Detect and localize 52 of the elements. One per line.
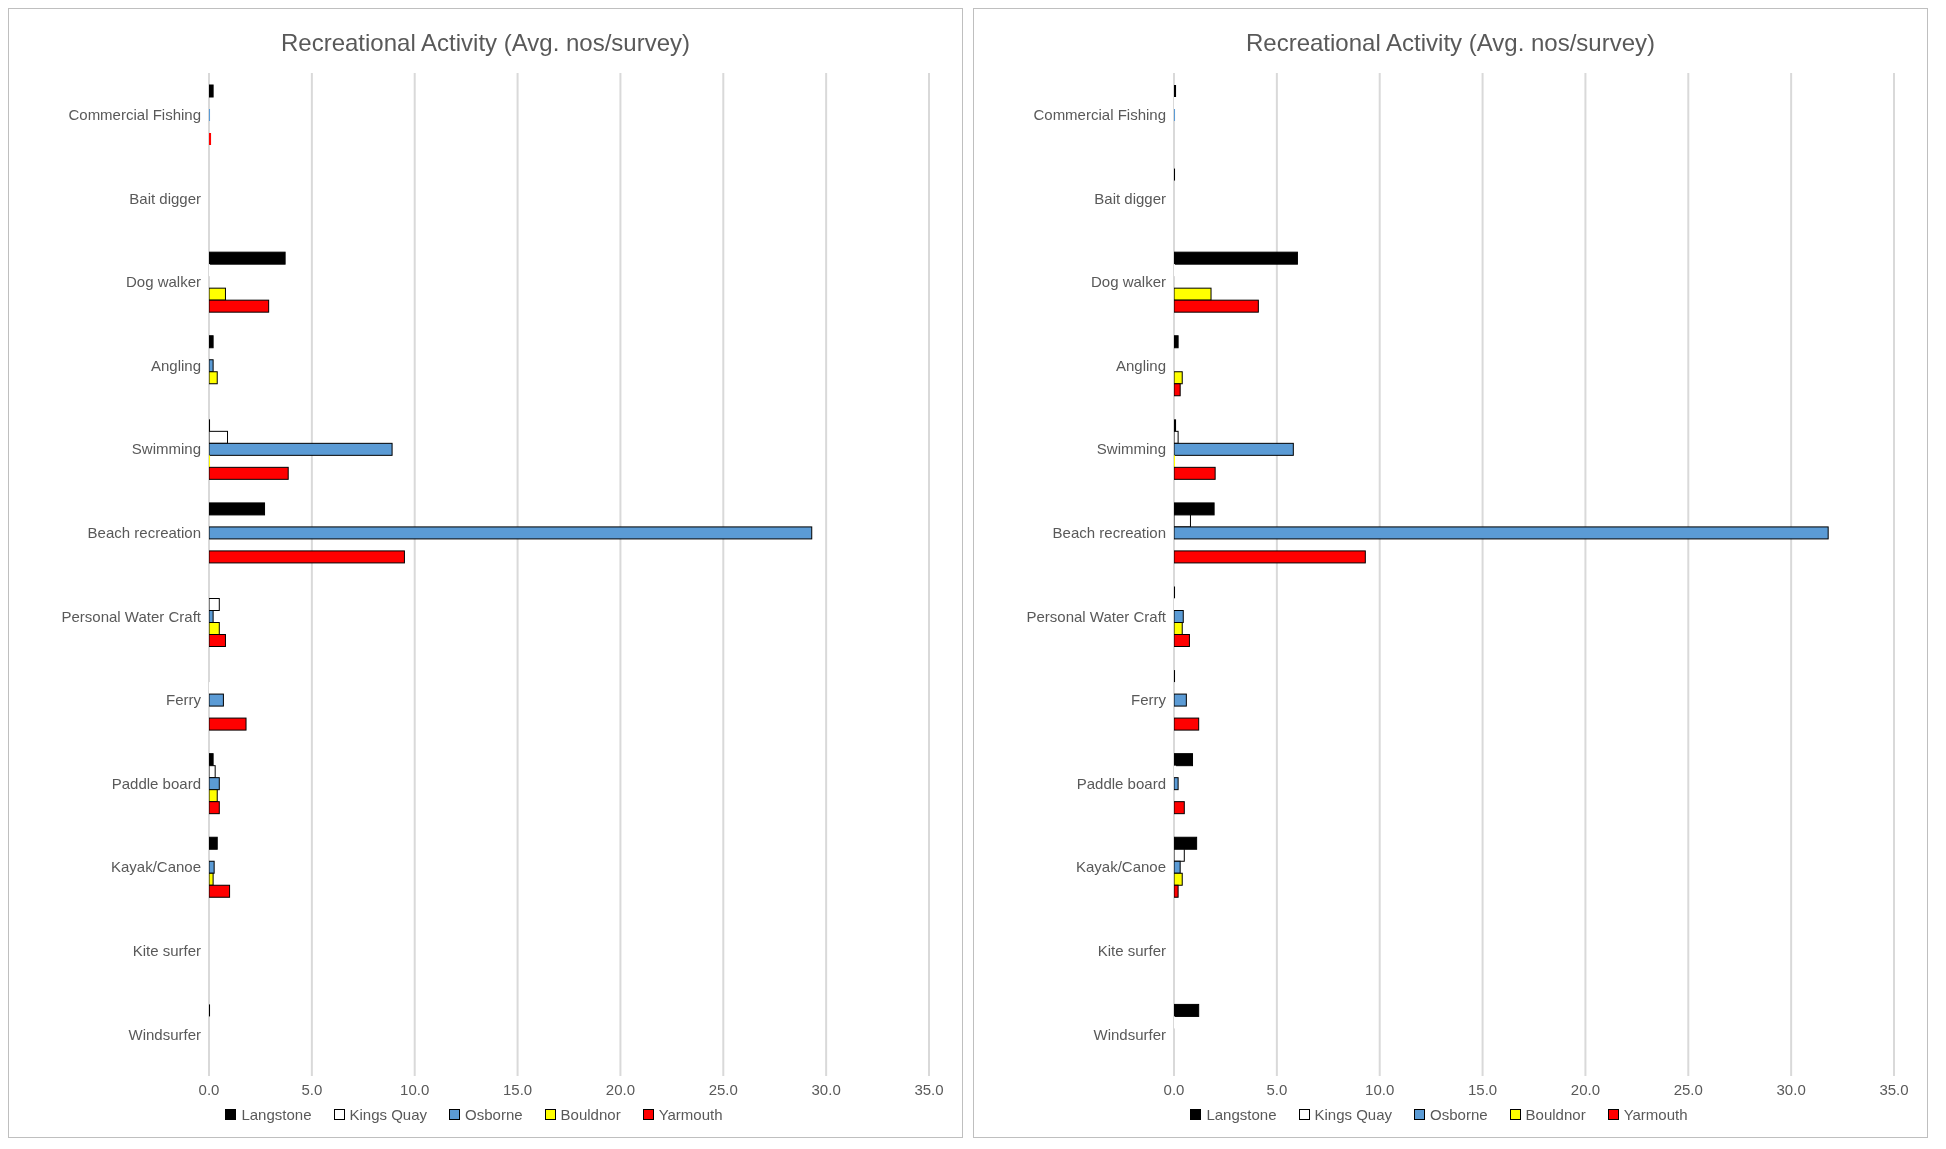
y-tick-label: Kayak/Canoe <box>110 858 201 876</box>
y-tick-label: Commercial Fishing <box>68 106 201 124</box>
legend-label: Kings Quay <box>1314 1106 1393 1123</box>
y-tick-label: Swimming <box>131 440 201 458</box>
y-tick-label: Kayak/Canoe <box>1075 858 1166 876</box>
legend-label: Bouldnor <box>1525 1106 1586 1123</box>
y-tick-label: Ferry <box>1131 691 1167 709</box>
legend-label: Langstone <box>1206 1106 1277 1123</box>
x-tick-label: 5.0 <box>301 1080 323 1098</box>
legend-label: Yarmouth <box>1623 1106 1688 1123</box>
x-tick-label: 15.0 <box>1467 1080 1498 1098</box>
legend-label: Kings Quay <box>349 1106 428 1123</box>
y-tick-label: Ferry <box>166 691 202 709</box>
y-tick-label: Dog walker <box>1090 273 1166 291</box>
y-tick-label: Personal Water Craft <box>61 607 202 625</box>
y-tick-label: Kite surfer <box>132 941 201 959</box>
x-tick-label: 15.0 <box>502 1080 533 1098</box>
y-tick-label: Windsurfer <box>128 1025 201 1043</box>
legend-label: Osborne <box>1430 1106 1488 1123</box>
chart-title: Recreational Activity (Avg. nos/survey) <box>279 28 692 58</box>
y-tick-label: Swimming <box>1096 440 1166 458</box>
chart-title: Recreational Activity (Avg. nos/survey) <box>1244 28 1657 58</box>
legend-label: Osborne <box>465 1106 523 1123</box>
x-tick-label: 20.0 <box>1570 1080 1601 1098</box>
x-tick-label: 0.0 <box>198 1080 220 1098</box>
x-tick-label: 0.0 <box>1163 1080 1185 1098</box>
x-tick-label: 25.0 <box>1673 1080 1703 1098</box>
y-tick-label: Angling <box>1115 356 1166 374</box>
y-tick-label: Paddle board <box>1076 774 1166 792</box>
x-tick-label: 10.0 <box>1365 1080 1395 1098</box>
legend-label: Bouldnor <box>560 1106 621 1123</box>
y-tick-label: Paddle board <box>111 774 201 792</box>
legend-label: Langstone <box>241 1106 312 1123</box>
x-tick-label: 25.0 <box>708 1080 738 1098</box>
legend-label: Yarmouth <box>658 1106 723 1123</box>
y-tick-label: Bait digger <box>1094 189 1166 207</box>
y-tick-label: Windsurfer <box>1093 1025 1166 1043</box>
x-tick-label: 5.0 <box>1266 1080 1288 1098</box>
y-tick-label: Personal Water Craft <box>1026 607 1167 625</box>
y-tick-label: Dog walker <box>125 273 201 291</box>
y-tick-label: Kite surfer <box>1097 941 1166 959</box>
y-tick-label: Beach recreation <box>87 524 201 542</box>
x-tick-label: 30.0 <box>1776 1080 1806 1098</box>
x-tick-label: 35.0 <box>1879 1080 1909 1098</box>
x-tick-label: 20.0 <box>605 1080 636 1098</box>
y-tick-label: Beach recreation <box>1052 524 1166 542</box>
y-tick-label: Angling <box>150 356 201 374</box>
y-tick-label: Commercial Fishing <box>1033 106 1166 124</box>
x-tick-label: 35.0 <box>914 1080 944 1098</box>
y-tick-label: Bait digger <box>129 189 201 207</box>
x-tick-label: 30.0 <box>811 1080 841 1098</box>
x-tick-label: 10.0 <box>400 1080 430 1098</box>
